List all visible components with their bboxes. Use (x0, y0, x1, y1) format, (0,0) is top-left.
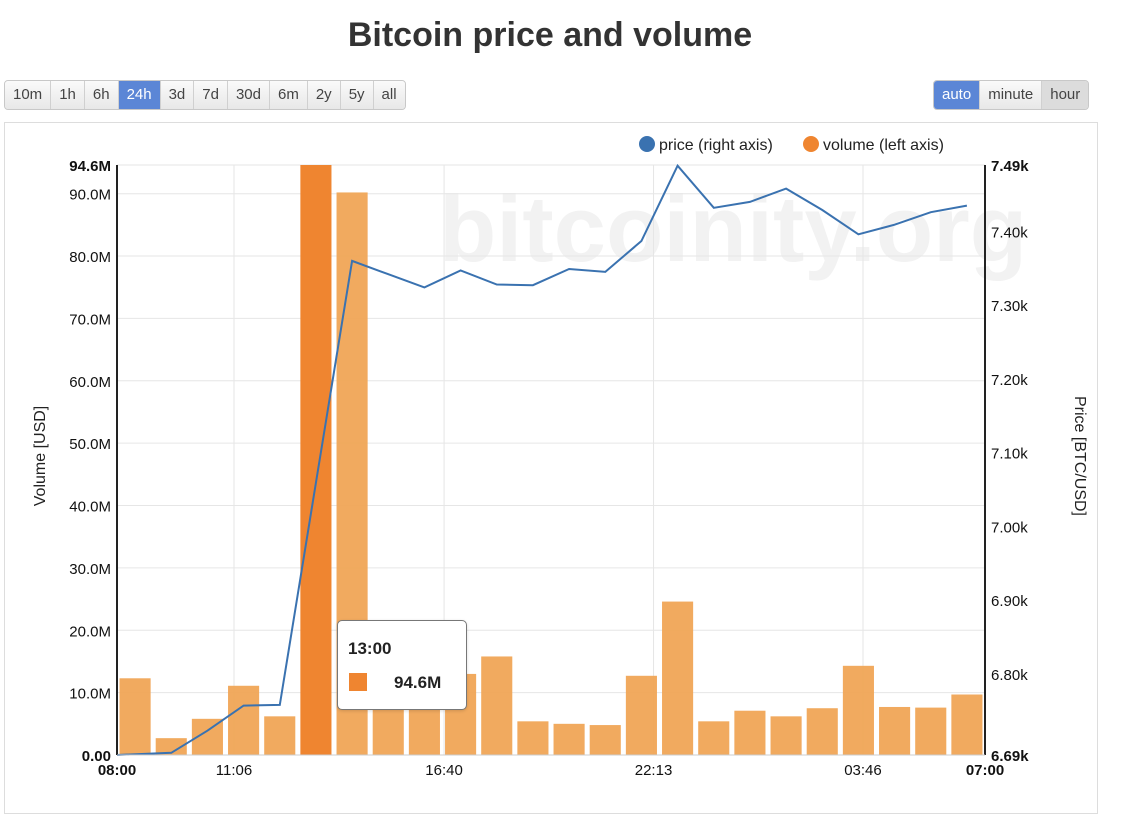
volume-bar[interactable] (228, 685, 260, 755)
grid-lines (117, 164, 985, 755)
volume-bar[interactable] (698, 721, 730, 755)
right-tick-label: 7.49k (991, 158, 1029, 175)
range-10m-button[interactable]: 10m (5, 81, 52, 109)
tooltip-time: 13:00 (348, 639, 392, 658)
right-tick-label: 7.10k (991, 446, 1028, 463)
x-tick-label: 22:13 (635, 762, 673, 779)
tooltip-value: 94.6M (394, 673, 442, 692)
volume-bar[interactable] (734, 710, 766, 755)
range-6h-button[interactable]: 6h (84, 81, 119, 109)
volume-bar[interactable] (915, 707, 947, 755)
right-tick-label: 6.80k (991, 667, 1028, 684)
left-tick-label: 90.0M (69, 187, 111, 204)
volume-bar[interactable] (517, 721, 549, 755)
chart-area[interactable]: bitcoinity.org 0.00 10.0M 20.0M 30.0M 40.0M 5… (4, 122, 1098, 814)
resolution-hour-button[interactable]: hour (1042, 81, 1089, 109)
right-tick-label: 6.69k (991, 748, 1029, 765)
left-tick-label: 50.0M (69, 436, 111, 453)
resolution-auto-button[interactable]: auto (934, 81, 981, 109)
volume-bar[interactable] (300, 165, 332, 755)
range-2y-button[interactable]: 2y (307, 81, 341, 109)
volume-bar[interactable] (806, 708, 838, 755)
resolution-selector: auto minute hour (933, 80, 1090, 110)
legend-item-price[interactable]: price (right axis) (639, 136, 773, 154)
time-range-selector: 10m 1h 6h 24h 3d 7d 30d 6m 2y 5y all (4, 80, 406, 110)
left-tick-label: 40.0M (69, 499, 111, 516)
right-tick-label: 7.40k (991, 224, 1028, 241)
left-tick-label: 30.0M (69, 561, 111, 578)
volume-bar[interactable] (951, 694, 983, 755)
left-tick-label: 80.0M (69, 249, 111, 266)
right-tick-label: 6.90k (991, 593, 1028, 610)
price-volume-chart[interactable]: bitcoinity.org 0.00 10.0M 20.0M 30.0M 40.0M 5… (5, 123, 1097, 809)
x-tick-label: 08:00 (98, 762, 136, 779)
volume-bar[interactable] (553, 723, 585, 755)
right-tick-label: 7.30k (991, 298, 1028, 315)
left-tick-label: 94.6M (69, 158, 111, 175)
range-6m-button[interactable]: 6m (270, 81, 308, 109)
volume-bar[interactable] (879, 706, 911, 755)
volume-bar[interactable] (155, 738, 187, 755)
left-tick-label: 60.0M (69, 374, 111, 391)
legend-label: volume (left axis) (823, 137, 944, 154)
left-tick-label: 70.0M (69, 311, 111, 328)
left-tick-label: 0.00 (82, 748, 111, 765)
range-30d-button[interactable]: 30d (227, 81, 270, 109)
left-tick-label: 10.0M (69, 686, 111, 703)
left-tick-label: 20.0M (69, 623, 111, 640)
tooltip: 13:00 94.6M (337, 620, 467, 710)
range-5y-button[interactable]: 5y (340, 81, 374, 109)
legend-item-volume[interactable]: volume (left axis) (803, 136, 944, 154)
x-tick-label: 03:46 (844, 762, 882, 779)
volume-bar[interactable] (589, 725, 621, 755)
watermark-text: bitcoinity.org (439, 176, 1027, 281)
page-title: Bitcoin price and volume (347, 16, 753, 54)
tooltip-volume-swatch (349, 673, 367, 691)
volume-bar[interactable] (481, 656, 513, 755)
volume-bar[interactable] (119, 678, 151, 755)
volume-bar[interactable] (662, 601, 694, 755)
resolution-minute-button[interactable]: minute (980, 81, 1043, 109)
x-tick-label: 16:40 (425, 762, 463, 779)
x-tick-label: 11:06 (216, 762, 252, 779)
x-tick-label: 07:00 (966, 762, 1004, 779)
legend-marker (639, 136, 655, 152)
right-tick-label: 7.00k (991, 519, 1028, 536)
range-7d-button[interactable]: 7d (194, 81, 228, 109)
volume-bar[interactable] (770, 716, 802, 755)
right-axis-label: Price [BTC/USD] (1071, 396, 1088, 516)
axes: 0.00 10.0M 20.0M 30.0M 40.0M 50.0M 60.0M 70.0M 8… (69, 158, 1029, 779)
price-series (116, 163, 968, 756)
range-all-button[interactable]: all (373, 81, 405, 109)
volume-bar[interactable] (264, 716, 296, 755)
left-axis-label: Volume [USD] (32, 406, 49, 506)
volume-bar[interactable] (842, 665, 874, 755)
range-1h-button[interactable]: 1h (51, 81, 85, 109)
legend-marker (803, 136, 819, 152)
legend-label: price (right axis) (659, 137, 773, 154)
range-3d-button[interactable]: 3d (160, 81, 195, 109)
price-line[interactable] (116, 163, 968, 756)
legend: price (right axis) volume (left axis) (639, 136, 944, 154)
volume-bar[interactable] (625, 675, 657, 755)
right-tick-label: 7.20k (991, 372, 1028, 389)
range-24h-button[interactable]: 24h (118, 81, 161, 109)
